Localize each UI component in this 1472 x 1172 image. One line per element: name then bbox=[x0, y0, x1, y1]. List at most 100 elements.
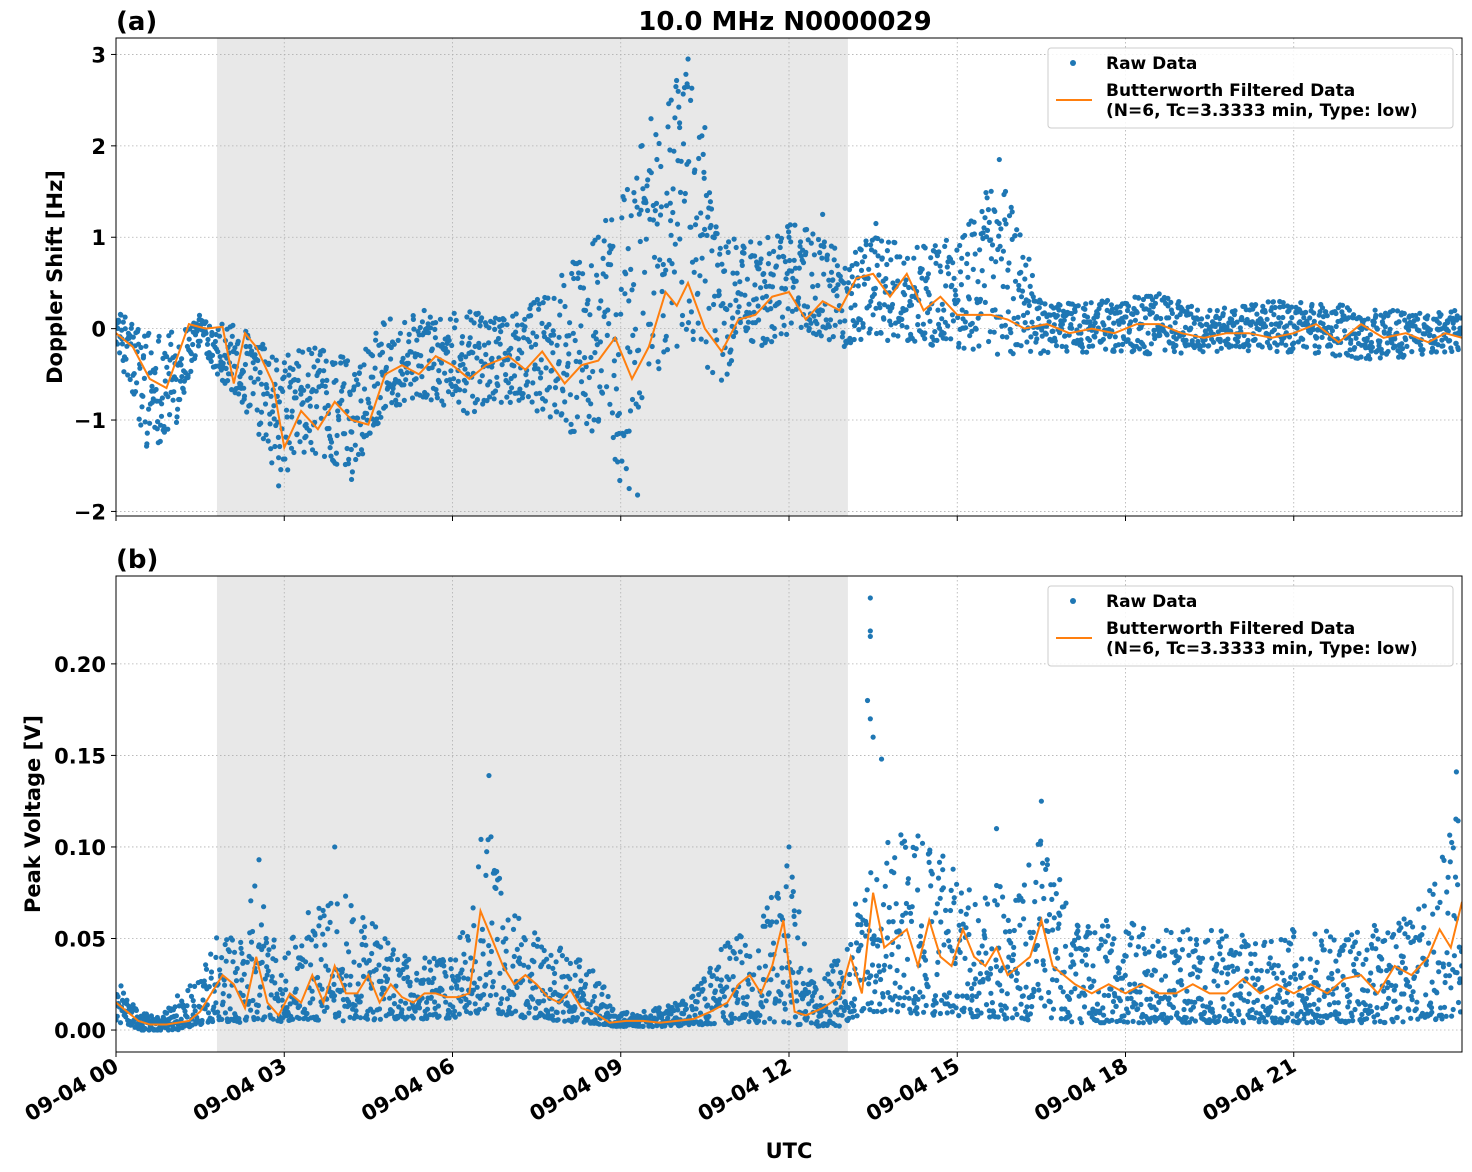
raw-point bbox=[796, 265, 802, 271]
raw-point bbox=[596, 980, 602, 987]
raw-point bbox=[167, 412, 173, 418]
raw-point bbox=[574, 394, 580, 400]
raw-point bbox=[562, 303, 568, 310]
raw-point bbox=[448, 368, 454, 374]
raw-point bbox=[863, 242, 869, 248]
raw-point bbox=[505, 357, 511, 363]
raw-point bbox=[310, 996, 316, 1002]
raw-point bbox=[922, 957, 929, 963]
raw-point bbox=[331, 981, 337, 988]
raw-point bbox=[1136, 295, 1142, 301]
raw-point bbox=[618, 311, 624, 317]
raw-point bbox=[1075, 935, 1082, 941]
raw-point bbox=[302, 1006, 308, 1012]
raw-point bbox=[950, 260, 956, 266]
raw-point bbox=[116, 341, 121, 347]
raw-point bbox=[450, 391, 456, 398]
raw-point bbox=[855, 283, 861, 289]
raw-point bbox=[135, 326, 141, 333]
raw-point bbox=[943, 907, 949, 914]
raw-point bbox=[165, 1027, 171, 1033]
raw-point bbox=[305, 910, 311, 916]
raw-point bbox=[1155, 938, 1161, 944]
raw-point bbox=[253, 969, 259, 975]
raw-point bbox=[999, 334, 1006, 340]
raw-point bbox=[603, 274, 609, 280]
raw-point bbox=[956, 340, 962, 346]
raw-point bbox=[745, 325, 751, 331]
raw-point bbox=[1109, 1017, 1115, 1023]
raw-point bbox=[1009, 209, 1015, 215]
raw-point bbox=[701, 169, 707, 175]
raw-point bbox=[663, 267, 669, 273]
raw-point bbox=[557, 298, 563, 304]
raw-point bbox=[828, 981, 835, 987]
raw-point bbox=[414, 337, 420, 343]
raw-point bbox=[1030, 294, 1036, 300]
raw-point bbox=[436, 368, 442, 374]
raw-point bbox=[700, 151, 706, 157]
raw-point bbox=[934, 337, 940, 343]
raw-point bbox=[1274, 348, 1280, 354]
raw-point bbox=[538, 944, 545, 950]
raw-point bbox=[1284, 303, 1291, 309]
raw-point bbox=[295, 377, 301, 383]
raw-point bbox=[235, 338, 241, 344]
raw-point bbox=[637, 238, 643, 245]
raw-point bbox=[820, 211, 826, 217]
raw-point bbox=[797, 1021, 803, 1027]
raw-point bbox=[238, 939, 244, 946]
raw-point bbox=[1072, 937, 1078, 944]
raw-point bbox=[290, 1016, 296, 1022]
raw-point bbox=[190, 341, 196, 348]
raw-point bbox=[1442, 349, 1448, 355]
raw-point bbox=[378, 341, 384, 347]
raw-point bbox=[994, 351, 1001, 357]
raw-point bbox=[790, 284, 796, 290]
raw-point bbox=[270, 944, 277, 950]
raw-point bbox=[1305, 321, 1311, 327]
raw-point bbox=[348, 903, 354, 909]
legend-raw-marker bbox=[1070, 60, 1076, 66]
raw-point bbox=[928, 255, 934, 261]
raw-point bbox=[428, 994, 434, 1000]
raw-point bbox=[421, 977, 427, 983]
raw-point bbox=[969, 997, 975, 1003]
raw-point bbox=[932, 329, 938, 335]
raw-point bbox=[834, 1007, 840, 1013]
raw-point bbox=[897, 995, 903, 1001]
raw-point bbox=[1174, 1010, 1180, 1016]
raw-point bbox=[748, 239, 754, 245]
raw-point bbox=[451, 310, 457, 316]
raw-point bbox=[308, 962, 314, 968]
raw-point bbox=[720, 351, 726, 357]
raw-point bbox=[880, 902, 887, 908]
raw-point bbox=[1025, 1017, 1031, 1023]
raw-point bbox=[1016, 282, 1022, 289]
raw-point bbox=[1121, 1013, 1127, 1019]
raw-point bbox=[830, 277, 836, 283]
raw-point bbox=[133, 1007, 139, 1014]
raw-point bbox=[1301, 1016, 1307, 1022]
raw-point bbox=[905, 880, 911, 886]
raw-point bbox=[220, 360, 226, 366]
raw-point bbox=[1141, 925, 1147, 931]
raw-point bbox=[1041, 895, 1047, 902]
raw-point bbox=[1188, 311, 1194, 317]
raw-point bbox=[1203, 331, 1210, 338]
raw-point bbox=[874, 877, 880, 883]
raw-point bbox=[708, 222, 714, 229]
raw-point bbox=[868, 973, 874, 979]
raw-point bbox=[946, 938, 952, 944]
raw-point bbox=[238, 945, 244, 952]
raw-point bbox=[716, 288, 722, 294]
raw-point bbox=[1004, 991, 1010, 997]
raw-point bbox=[1282, 937, 1288, 944]
raw-point bbox=[1134, 310, 1140, 316]
raw-point bbox=[1063, 344, 1069, 350]
raw-point bbox=[563, 984, 569, 990]
raw-point bbox=[397, 330, 403, 336]
raw-point bbox=[904, 956, 911, 962]
raw-point bbox=[363, 942, 369, 948]
raw-point bbox=[1014, 1011, 1020, 1018]
